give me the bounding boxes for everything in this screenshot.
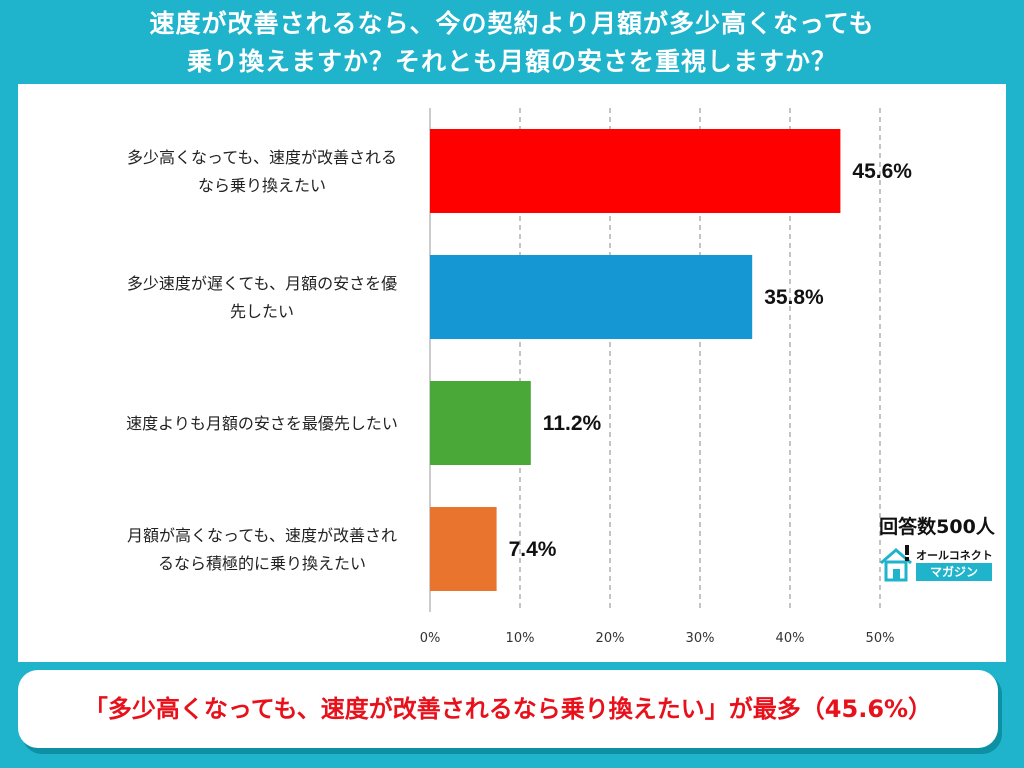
category-label: るなら積極的に乗り換えたい xyxy=(158,554,366,573)
category-label: 速度よりも月額の安さを最優先したい xyxy=(126,414,398,433)
x-tick-label: 50% xyxy=(866,631,895,646)
bar xyxy=(430,255,753,339)
x-tick-label: 0% xyxy=(420,631,441,646)
logo-text-top: オールコネクト xyxy=(916,549,993,562)
data-label: 7.4% xyxy=(509,538,557,561)
x-tick-label: 20% xyxy=(596,631,625,646)
logo-text-bottom: マガジン xyxy=(916,563,992,581)
bar xyxy=(430,381,531,465)
category-label: 月額が高くなっても、速度が改善され xyxy=(127,526,397,545)
summary-box xyxy=(18,670,998,748)
title-line-2: 乗り換えますか？それとも月額の安さを重視しますか？ xyxy=(186,47,837,76)
house-icon xyxy=(880,545,912,582)
category-label: 多少高くなっても、速度が改善される xyxy=(127,148,397,167)
category-label: なら乗り換えたい xyxy=(198,176,326,195)
data-label: 35.8% xyxy=(764,286,824,309)
title-line-1: 速度が改善されるなら、今の契約より月額が多少高くなっても xyxy=(149,9,875,38)
category-label: 多少速度が遅くても、月額の安さを優 xyxy=(127,274,397,293)
data-label: 45.6% xyxy=(852,160,912,183)
brand-logo: オールコネクト マガジン xyxy=(878,545,998,585)
category-label: 先したい xyxy=(230,302,294,321)
data-label: 11.2% xyxy=(543,412,602,435)
bar xyxy=(430,129,841,213)
x-tick-label: 10% xyxy=(506,631,535,646)
summary-text: 「多少高くなっても、速度が改善されるなら乗り換えたい」が最多（45.6%） xyxy=(83,695,933,723)
chart-title: 速度が改善されるなら、今の契約より月額が多少高くなっても 乗り換えますか？それと… xyxy=(0,0,1024,82)
bar xyxy=(430,507,497,591)
respondents-label: 回答数500人 xyxy=(879,516,995,538)
x-tick-label: 30% xyxy=(686,631,715,646)
x-tick-label: 40% xyxy=(776,631,805,646)
